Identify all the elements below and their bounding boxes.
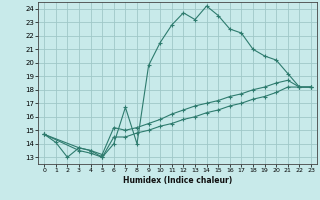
X-axis label: Humidex (Indice chaleur): Humidex (Indice chaleur) (123, 176, 232, 185)
